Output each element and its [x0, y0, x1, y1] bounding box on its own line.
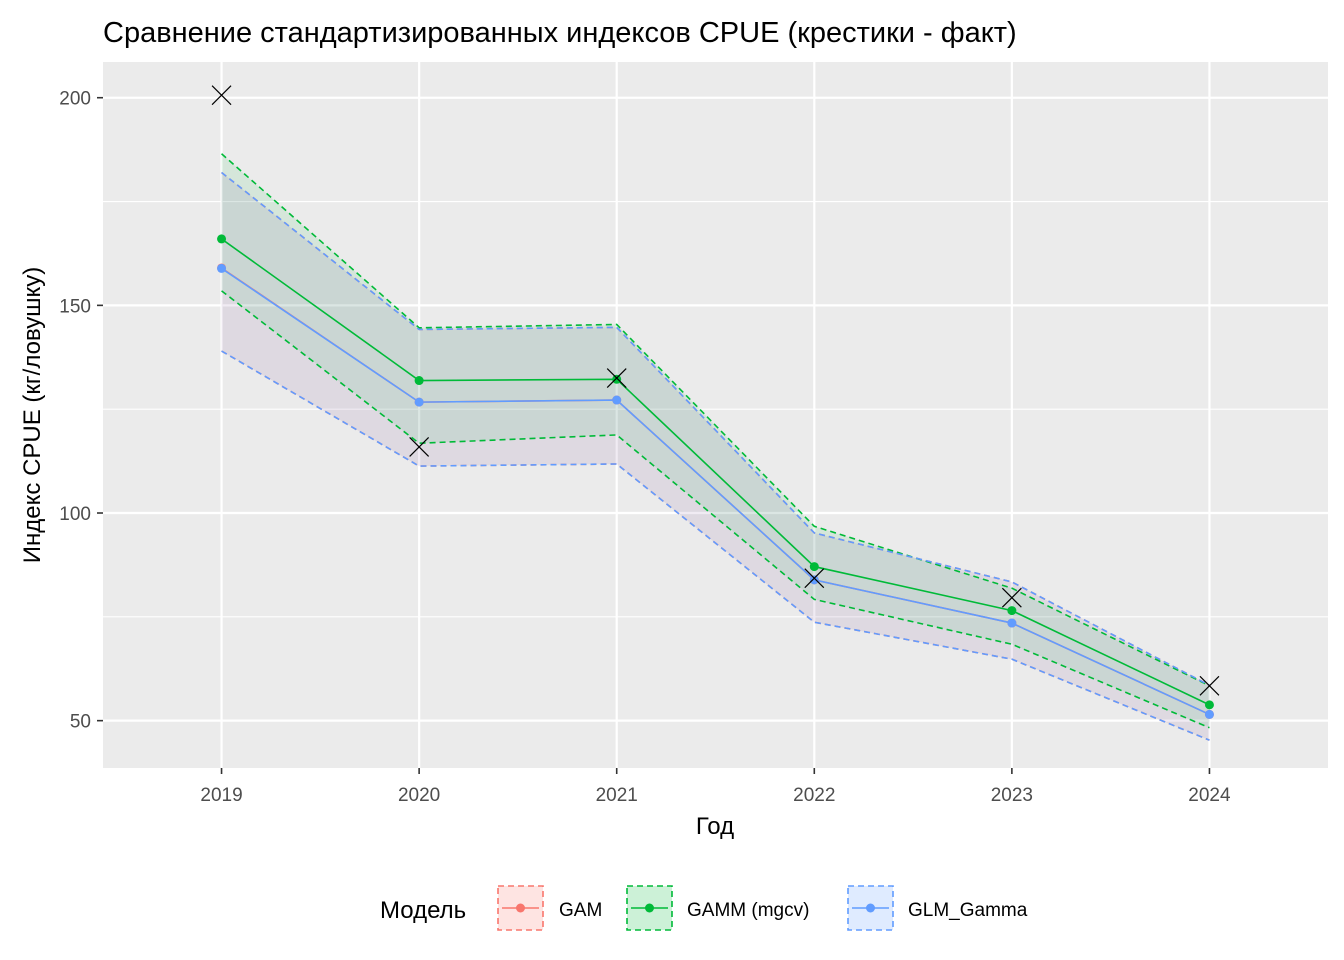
- axes: 50 100 150 200 2019 2020 2021 2022 2023 2024: [59, 89, 1231, 806]
- point-GLM_Gamma: [809, 575, 819, 585]
- bound-upper-GLM_Gamma: [221, 171, 1210, 687]
- point-GAMM (mgcv): [217, 234, 227, 244]
- point-GAMM (mgcv): [612, 374, 622, 384]
- actual-markers: [211, 85, 1220, 696]
- y-tick-label: 50: [70, 712, 91, 733]
- point-GLM_Gamma: [217, 263, 227, 273]
- series-lines: [221, 238, 1210, 716]
- point-GAMM (mgcv): [1007, 606, 1017, 616]
- actual-marker: [804, 568, 825, 589]
- actual-marker: [1199, 675, 1220, 696]
- line-GAMM (mgcv): [221, 238, 1210, 706]
- point-GAMM (mgcv): [414, 376, 424, 386]
- x-tick-label: 2022: [793, 785, 835, 806]
- x-tick-label: 2021: [596, 785, 638, 806]
- ribbon-GAM: [221, 172, 1210, 741]
- legend-label: GLM_Gamma: [908, 900, 1028, 921]
- chart-title: Сравнение стандартизированных индексов C…: [103, 17, 1017, 49]
- legend-key-GLM_Gamma: [847, 885, 894, 931]
- x-tick-label: 2023: [991, 785, 1033, 806]
- legend-label: GAM: [559, 900, 602, 921]
- confidence-ribbons: [221, 153, 1210, 741]
- bound-lower-GLM_Gamma: [221, 350, 1210, 741]
- ribbon-GLM_Gamma: [221, 172, 1210, 741]
- point-GAMM (mgcv): [1204, 700, 1214, 710]
- grid-lines: [103, 62, 1328, 768]
- legend-label: GAMM (mgcv): [687, 900, 809, 921]
- point-GLM_Gamma: [1007, 618, 1017, 628]
- bound-upper-GAMM (mgcv): [221, 153, 1210, 687]
- x-tick-label: 2020: [398, 785, 440, 806]
- line-GLM_Gamma: [221, 267, 1210, 716]
- confidence-bounds: [221, 153, 1210, 741]
- y-tick-label: 100: [59, 504, 91, 525]
- legend-title: Модель: [380, 897, 466, 924]
- y-tick-label: 200: [59, 89, 91, 110]
- actual-marker: [211, 85, 232, 106]
- actual-marker: [409, 437, 430, 457]
- legend: Модель GAM GAMM (mgcv) GLM_Gamma: [380, 885, 1028, 931]
- point-GAMM (mgcv): [809, 562, 819, 572]
- legend-key-GAMM (mgcv): [626, 885, 673, 931]
- point-GLM_Gamma: [414, 397, 424, 407]
- legend-key-GAM: [497, 885, 544, 931]
- x-tick-label: 2024: [1188, 785, 1231, 806]
- plot-panel: [103, 62, 1328, 768]
- y-axis-title: Индекс CPUE (кг/ловушку): [19, 267, 46, 563]
- point-GLM_Gamma: [612, 395, 622, 405]
- point-GLM_Gamma: [1204, 709, 1214, 719]
- x-tick-label: 2019: [200, 785, 242, 806]
- x-axis-title: Год: [696, 813, 734, 840]
- actual-marker: [606, 368, 627, 388]
- bound-lower-GAMM (mgcv): [221, 290, 1210, 729]
- y-tick-label: 150: [59, 296, 91, 317]
- ribbon-GAMM (mgcv): [221, 153, 1210, 728]
- actual-marker: [1001, 587, 1022, 608]
- series-points: [217, 234, 1214, 719]
